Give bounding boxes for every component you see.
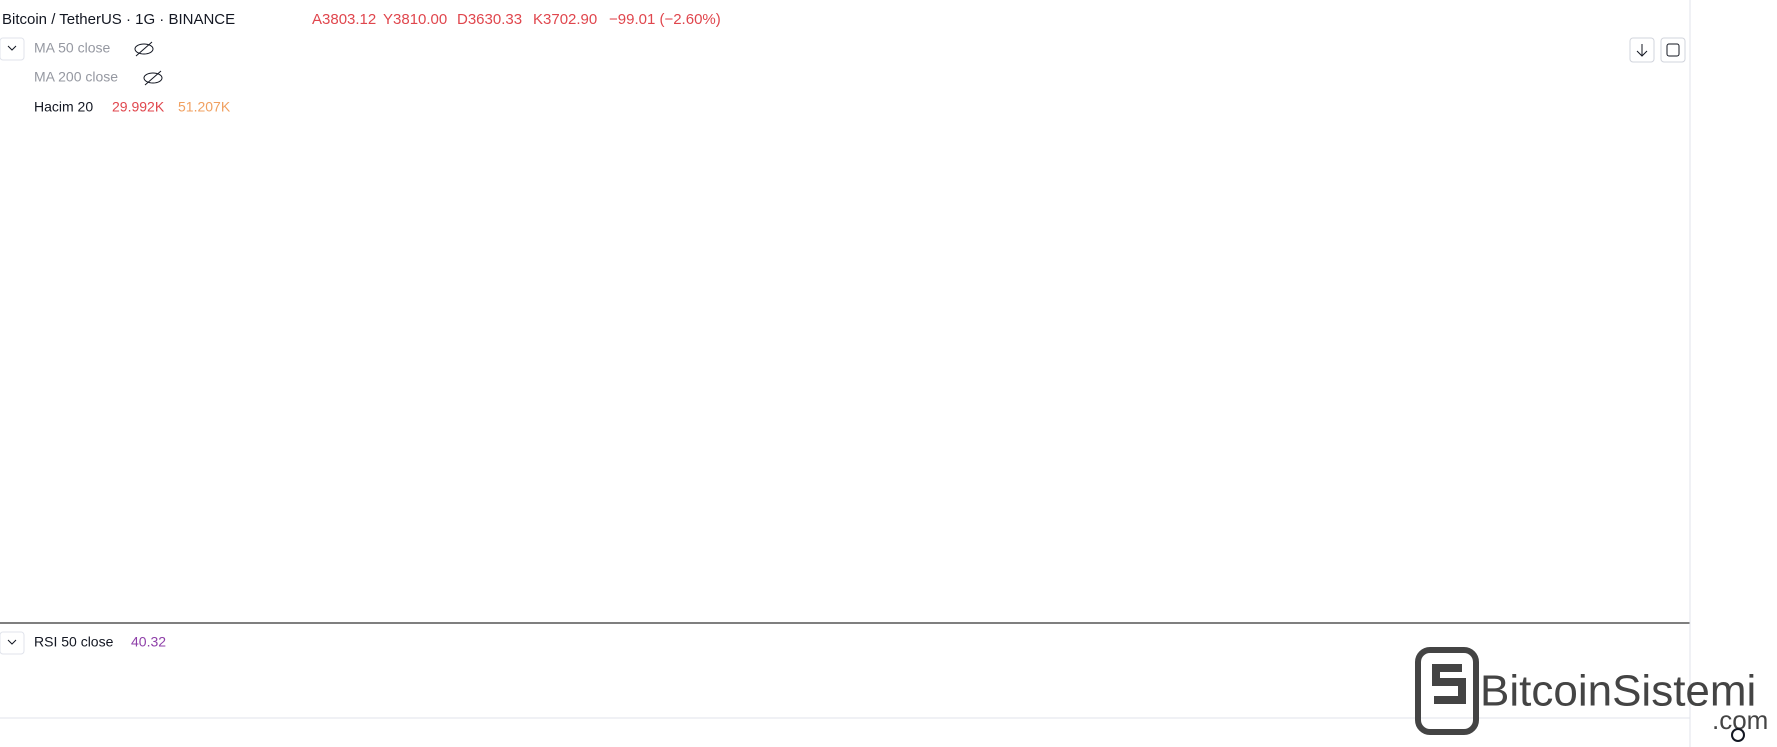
logo <box>1415 647 1479 735</box>
indicator-value: 29.992K <box>112 99 165 115</box>
rsi-value: 40.32 <box>131 634 166 650</box>
symbol: Bitcoin / TetherUS · 1G · BINANCE <box>2 11 235 28</box>
collapse-button[interactable] <box>0 631 25 655</box>
indicator-value: 51.207K <box>178 99 231 115</box>
header-change: −99.01 (−2.60%) <box>609 11 721 28</box>
header-open: A3803.12 <box>312 11 376 28</box>
header-close: K3702.90 <box>533 11 597 28</box>
indicator-name: Hacim 20 <box>34 99 93 115</box>
watermark: BitcoinSistemi <box>1480 667 1756 716</box>
settings-button[interactable] <box>1731 728 1745 742</box>
hidden-icon[interactable] <box>134 41 163 86</box>
indicator-name: MA 200 close <box>34 69 118 85</box>
indicator-name: MA 50 close <box>34 40 110 56</box>
header-low: D3630.33 <box>457 11 522 28</box>
scroll-button[interactable] <box>1629 37 1655 63</box>
reset-button[interactable] <box>1660 37 1686 63</box>
header-high: Y3810.00 <box>383 11 447 28</box>
collapse-button[interactable] <box>0 37 25 61</box>
rsi-name: RSI 50 close <box>34 634 114 650</box>
